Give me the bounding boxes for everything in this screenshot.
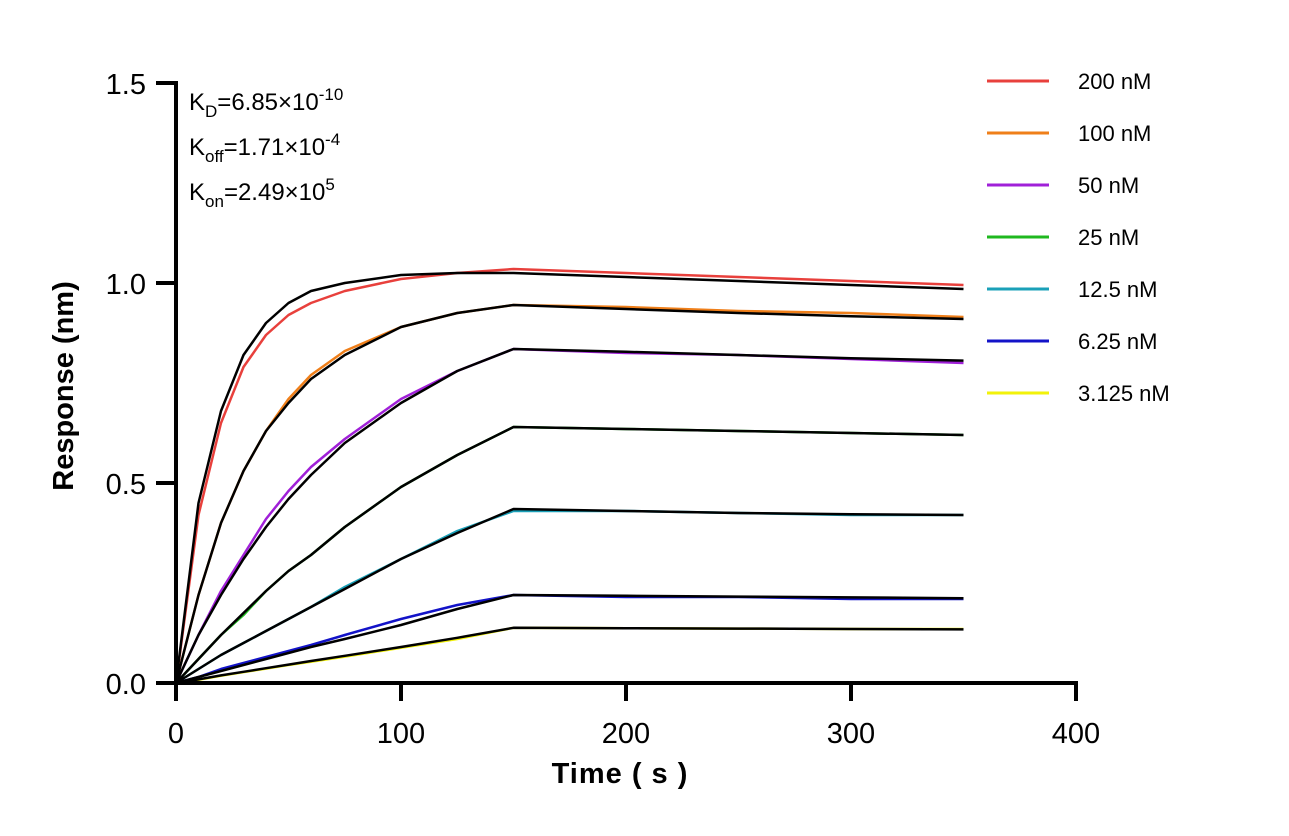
- legend: 200 nM 100 nM 50 nM 25 nM 12.5 nM 6.25 nM 3.12…: [987, 69, 1170, 406]
- y-tick-label: 0.0: [106, 669, 146, 701]
- y-tick-label: 1.5: [106, 69, 146, 101]
- series-line-0: [174, 267, 964, 684]
- fit-line-1: [174, 303, 964, 684]
- x-tick-label: 100: [377, 718, 425, 750]
- x-axis-title: Time ( s ): [552, 758, 689, 790]
- fit-line-3: [175, 425, 964, 684]
- y-tick-label: 1.0: [106, 269, 146, 301]
- binding-constant-0: KD=6.85×10-10: [189, 85, 343, 121]
- legend-label-1: 100 nM: [1078, 121, 1151, 146]
- legend-label-3: 25 nM: [1078, 225, 1139, 250]
- binding-constant-2: Kon=2.49×105: [189, 175, 335, 211]
- axes: 0 100 200 300 400 0.0 0.5 1.0 1.5: [106, 69, 1101, 750]
- legend-label-5: 6.25 nM: [1078, 329, 1158, 354]
- fit-line-0: [174, 271, 964, 684]
- series-line-6: [175, 626, 964, 685]
- fit-line-4: [175, 507, 964, 685]
- fit-line-2: [174, 347, 964, 684]
- fit-line-5: [175, 593, 964, 685]
- y-axis-title: Response (nm): [48, 281, 80, 490]
- legend-label-2: 50 nM: [1078, 173, 1139, 198]
- data-series: [174, 267, 964, 685]
- legend-label-6: 3.125 nM: [1078, 381, 1170, 406]
- legend-label-0: 200 nM: [1078, 69, 1151, 94]
- legend-label-4: 12.5 nM: [1078, 277, 1158, 302]
- x-tick-label: 300: [827, 718, 875, 750]
- fit-line-6: [175, 626, 964, 685]
- x-tick-label: 400: [1052, 718, 1100, 750]
- binding-constant-1: Koff=1.71×10-4: [189, 130, 340, 166]
- x-tick-label: 200: [602, 718, 650, 750]
- fit-curves: [174, 271, 964, 685]
- series-line-3: [175, 425, 964, 684]
- x-tick-label: 0: [168, 718, 184, 750]
- binding-constants: KD=6.85×10-10 Koff=1.71×10-4 Kon=2.49×105: [189, 85, 343, 211]
- y-tick-label: 0.5: [106, 469, 146, 501]
- series-line-5: [175, 593, 964, 685]
